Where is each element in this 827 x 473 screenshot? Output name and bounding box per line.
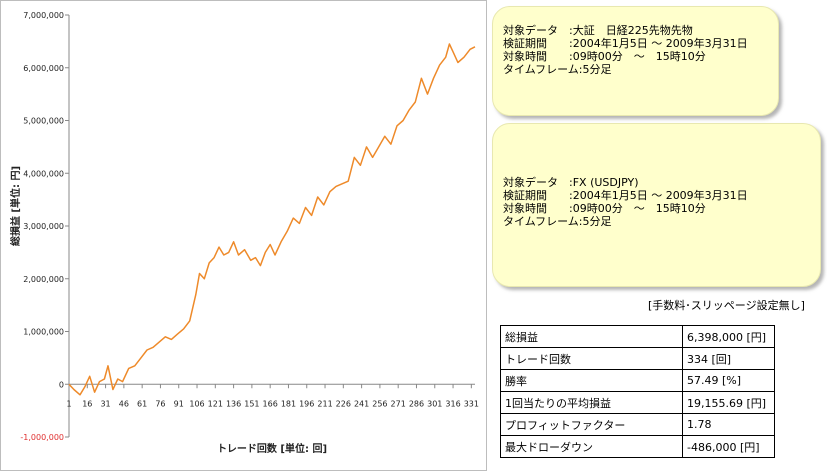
table-row: 最大ドローダウン -486,000 [円] — [500, 435, 775, 458]
table-row: 勝率 57.49 [%] — [500, 369, 775, 392]
info-box-fx: 対象データ :FX (USDJPY) 検証期間 :2004年1月5日 ～ 200… — [492, 123, 821, 287]
info-line: 検証期間 :2004年1月5日 ～ 2009年3月31日 — [503, 189, 748, 202]
x-tick-label: 31 — [100, 399, 110, 408]
x-tick-label: 91 — [174, 399, 184, 408]
y-tick-label: 0 — [59, 380, 64, 389]
x-tick-label: 211 — [317, 399, 332, 408]
info-box-nikkei: 対象データ :大証 日経225先物先物 検証期間 :2004年1月5日 ～ 20… — [492, 6, 779, 116]
equity-chart: 7,000,000 6,000,000 5,000,000 4,000,000 3,00… — [9, 11, 479, 455]
x-tick-label: 136 — [226, 399, 241, 408]
fee-note: [手数料･スリッページ設定無し] — [648, 299, 805, 312]
stat-label: トレード回数 — [500, 347, 683, 370]
x-tick-label: 196 — [299, 399, 314, 408]
x-tick-label: 226 — [336, 399, 351, 408]
y-tick-label: 4,000,000 — [23, 169, 64, 178]
stat-value: 57.49 [%] — [682, 369, 775, 392]
info-line: タイムフレーム:5分足 — [503, 215, 612, 228]
info-line: 対象データ :大証 日経225先物先物 — [503, 24, 693, 37]
x-tick-label: 256 — [372, 399, 387, 408]
x-tick-label: 46 — [119, 399, 129, 408]
stat-value: -486,000 [円] — [682, 435, 775, 458]
info-line: 検証期間 :2004年1月5日 ～ 2009年3月31日 — [503, 37, 748, 50]
x-tick-label: 76 — [155, 399, 165, 408]
x-tick-label: 16 — [82, 399, 92, 408]
equity-chart-panel: 7,000,000 6,000,000 5,000,000 4,000,000 3,00… — [0, 0, 487, 471]
stat-value: 334 [回] — [682, 347, 775, 370]
table-row: 1回当たりの平均損益 19,155.69 [円] — [500, 391, 775, 414]
info-line: 対象時間 :09時00分 ～ 15時10分 — [503, 50, 706, 63]
y-tick-label: 6,000,000 — [23, 64, 64, 73]
x-tick-label: 166 — [263, 399, 278, 408]
y-tick-label: 5,000,000 — [23, 117, 64, 126]
y-axis-title: 総損益 [単位: 円] — [9, 166, 22, 246]
x-tick-label: 316 — [445, 399, 460, 408]
stat-value: 6,398,000 [円] — [682, 325, 775, 348]
y-tick-label: 7,000,000 — [23, 11, 64, 20]
x-tick-label: 121 — [208, 399, 223, 408]
x-tick-label: 331 — [464, 399, 479, 408]
table-row: トレード回数 334 [回] — [500, 347, 775, 370]
y-tick-label: -1,000,000 — [20, 433, 64, 442]
equity-series-line — [68, 43, 476, 396]
x-tick-label: 286 — [409, 399, 424, 408]
stat-value: 19,155.69 [円] — [682, 391, 775, 414]
y-tick-label: 2,000,000 — [23, 275, 64, 284]
x-tick-label: 301 — [427, 399, 442, 408]
y-tick-label: 1,000,000 — [23, 328, 64, 337]
table-row: 総損益 6,398,000 [円] — [500, 325, 775, 348]
table-row: プロフィットファクター 1.78 — [500, 413, 775, 436]
info-line: 対象時間 :09時00分 ～ 15時10分 — [503, 202, 706, 215]
x-tick-label: 61 — [137, 399, 147, 408]
x-tick-label: 241 — [354, 399, 369, 408]
info-line: 対象データ :FX (USDJPY) — [503, 176, 639, 189]
stats-table: 総損益 6,398,000 [円] トレード回数 334 [回] 勝率 57.4… — [500, 325, 775, 458]
x-tick-label: 271 — [391, 399, 406, 408]
stat-label: 総損益 — [500, 325, 683, 348]
x-axis-title: トレード回数 [単位: 回] — [217, 442, 327, 455]
stat-label: 最大ドローダウン — [500, 435, 683, 458]
stat-label: 勝率 — [500, 369, 683, 392]
x-tick-label: 106 — [189, 399, 204, 408]
y-tick-label: 3,000,000 — [23, 222, 64, 231]
x-tick-label: 1 — [66, 399, 71, 408]
stat-label: 1回当たりの平均損益 — [500, 391, 683, 414]
stat-value: 1.78 — [682, 413, 775, 436]
x-tick-label: 181 — [281, 399, 296, 408]
x-tick-label: 151 — [244, 399, 259, 408]
info-line: タイムフレーム:5分足 — [503, 63, 612, 76]
stat-label: プロフィットファクター — [500, 413, 683, 436]
